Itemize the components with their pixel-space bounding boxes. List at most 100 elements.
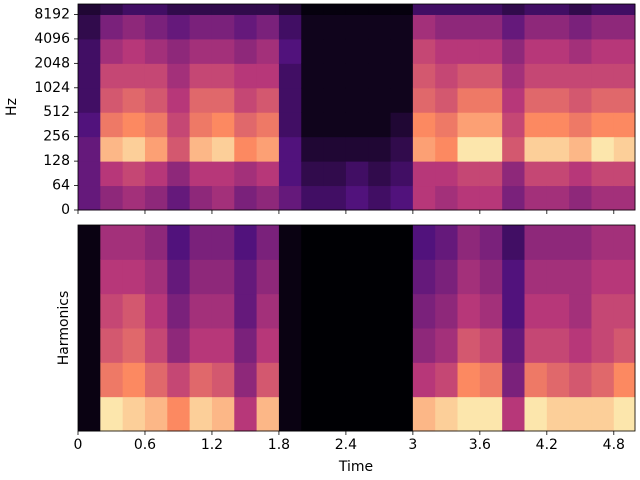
y-axis-label: Harmonics xyxy=(56,291,72,366)
heatmap-cell xyxy=(457,259,481,295)
heatmap-cell xyxy=(189,161,213,187)
heatmap-cell xyxy=(613,4,636,15)
heatmap-cell xyxy=(167,14,191,40)
heatmap-cell xyxy=(256,63,280,89)
heatmap-cell xyxy=(569,185,592,211)
heatmap-cell xyxy=(435,136,459,162)
x-tick-label: 4.8 xyxy=(603,437,625,453)
heatmap-cell xyxy=(457,225,481,260)
heatmap-cell xyxy=(412,161,436,187)
heatmap-cell xyxy=(323,328,347,363)
heatmap-cell xyxy=(234,225,258,260)
heatmap-cell xyxy=(100,362,124,398)
heatmap-cell xyxy=(301,136,325,162)
heatmap-cell xyxy=(211,185,235,211)
heatmap-cell xyxy=(524,396,548,432)
heatmap-cell xyxy=(569,4,592,15)
heatmap-cell xyxy=(122,112,146,138)
heatmap-cell xyxy=(524,362,548,398)
heatmap-cell xyxy=(502,293,525,329)
heatmap-cell xyxy=(234,14,258,40)
heatmap-cell xyxy=(435,4,459,15)
heatmap-cell xyxy=(524,4,548,15)
heatmap-cell xyxy=(167,225,191,260)
heatmap-cell xyxy=(167,4,191,15)
plot-frame xyxy=(77,224,636,432)
heatmap-cell xyxy=(569,63,592,89)
heatmap-cell xyxy=(122,259,146,295)
heatmap-cell xyxy=(100,225,124,260)
heatmap-cell xyxy=(502,112,525,138)
heatmap-cell xyxy=(457,185,481,211)
heatmap-cell xyxy=(591,259,615,295)
heatmap-cell xyxy=(100,328,124,363)
heatmap-cell xyxy=(189,14,213,40)
heatmap-cell xyxy=(323,362,347,398)
heatmap-cell xyxy=(301,225,325,260)
heatmap-cell xyxy=(323,161,347,187)
heatmap-cell xyxy=(323,63,347,89)
heatmap-cell xyxy=(189,362,213,398)
heatmap-cell xyxy=(122,38,146,64)
heatmap-cell xyxy=(78,87,101,113)
heatmap-cell xyxy=(345,112,369,138)
heatmap-cell xyxy=(323,396,347,432)
heatmap-cell xyxy=(278,87,302,113)
heatmap-cell xyxy=(502,259,525,295)
heatmap-cell xyxy=(234,362,258,398)
heatmap-cell xyxy=(368,225,392,260)
heatmap-cell xyxy=(167,87,191,113)
heatmap-cell xyxy=(569,293,592,329)
heatmap-cell xyxy=(479,225,503,260)
heatmap-cell xyxy=(323,259,347,295)
heatmap-cell xyxy=(435,112,459,138)
heatmap-cell xyxy=(278,14,302,40)
heatmap-cell xyxy=(234,396,258,432)
heatmap-cell xyxy=(234,185,258,211)
heatmap-cell xyxy=(479,63,503,89)
heatmap-cell xyxy=(368,362,392,398)
heatmap-cell xyxy=(591,328,615,363)
heatmap-cell xyxy=(211,328,235,363)
heatmap-cell xyxy=(345,293,369,329)
x-tick-label: 0.6 xyxy=(134,437,156,453)
heatmap-cell xyxy=(167,161,191,187)
heatmap-cell xyxy=(613,136,636,162)
heatmap-cell xyxy=(144,136,168,162)
y-tick-label: 8192 xyxy=(34,6,70,22)
heatmap-cell xyxy=(167,259,191,295)
heatmap-cell xyxy=(122,293,146,329)
heatmap-cell xyxy=(479,362,503,398)
heatmap-cell xyxy=(256,136,280,162)
heatmap-cell xyxy=(546,87,570,113)
heatmap-cell xyxy=(613,87,636,113)
heatmap-cell xyxy=(278,161,302,187)
x-tick-label: 1.8 xyxy=(268,437,290,453)
heatmap-cell xyxy=(78,362,101,398)
heatmap-cell xyxy=(278,136,302,162)
heatmap-cell xyxy=(211,38,235,64)
heatmap-cell xyxy=(234,87,258,113)
heatmap-cell xyxy=(78,225,101,260)
heatmap-cell xyxy=(479,259,503,295)
heatmap-cell xyxy=(569,225,592,260)
heatmap-cell xyxy=(122,362,146,398)
heatmap-cell xyxy=(591,14,615,40)
heatmap-cell xyxy=(301,293,325,329)
heatmap-cell xyxy=(78,4,101,15)
heatmap-cell xyxy=(412,293,436,329)
heatmap-cell xyxy=(234,136,258,162)
heatmap-cell xyxy=(546,161,570,187)
heatmap-cell xyxy=(122,396,146,432)
heatmap-cell xyxy=(524,112,548,138)
x-tick-label: 0 xyxy=(74,437,83,453)
heatmap-cell xyxy=(479,4,503,15)
heatmap-cell xyxy=(100,293,124,329)
heatmap-cell xyxy=(613,63,636,89)
heatmap-cell xyxy=(234,63,258,89)
heatmap-cell xyxy=(167,362,191,398)
heatmap-cell xyxy=(524,38,548,64)
heatmap-cell xyxy=(390,259,414,295)
heatmap-cell xyxy=(323,4,347,15)
heatmap-cell xyxy=(390,112,414,138)
